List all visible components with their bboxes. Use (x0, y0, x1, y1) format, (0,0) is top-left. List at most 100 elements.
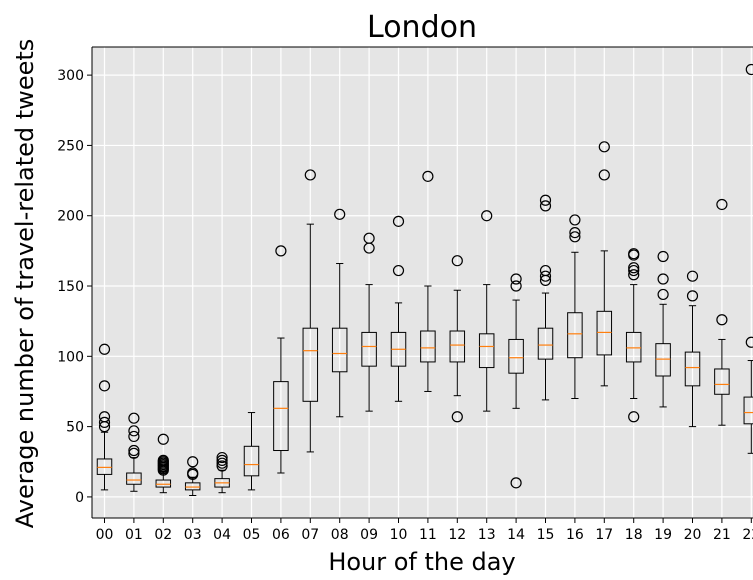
y-tick-label: 100 (57, 349, 84, 365)
box-iqr (184, 482, 201, 491)
x-tick-label: 04 (213, 527, 231, 543)
box-21 (714, 198, 730, 426)
axes: 0 50 100 150 200 250 300 00 01 02 03 04 05 06 07 08 09 10… (57, 46, 753, 543)
x-tick-label: 21 (713, 527, 731, 543)
flier-point (628, 269, 640, 281)
box-15 (537, 194, 554, 401)
flier-point (510, 280, 522, 292)
flier-point (598, 169, 610, 181)
flier-point (628, 248, 640, 260)
flier-point (363, 232, 375, 244)
box-iqr (449, 330, 466, 363)
flier-point (98, 411, 111, 423)
flier-point (128, 412, 140, 424)
y-tick-label: 300 (57, 68, 84, 84)
box-iqr (714, 368, 730, 395)
y-tick-label: 250 (57, 138, 84, 154)
box-05 (243, 412, 260, 491)
y-tick-label: 0 (75, 490, 84, 506)
flier-point (657, 250, 669, 263)
box-iqr (508, 338, 524, 374)
box-20 (684, 270, 701, 428)
flier-point (128, 447, 140, 459)
flier-point (745, 336, 753, 348)
box-03 (184, 456, 201, 497)
box-iqr (567, 312, 583, 359)
flier-point (451, 255, 463, 267)
flier-point (216, 451, 228, 464)
x-tick-label: 13 (478, 527, 496, 543)
box-09 (361, 232, 377, 412)
flier-point (510, 273, 522, 285)
flier-point (481, 210, 493, 222)
flier-point (539, 270, 552, 282)
box-iqr (655, 343, 671, 377)
x-axis-label: Hour of the day (328, 548, 515, 576)
y-tick-label: 50 (66, 420, 84, 436)
flier-point (128, 425, 140, 437)
y-axis-label: Average number of travel-related tweets (11, 39, 39, 529)
y-tick-label: 200 (57, 209, 84, 225)
box-iqr (361, 331, 377, 367)
box-iqr (625, 331, 642, 363)
box-iqr (155, 479, 172, 488)
flier-point (98, 416, 111, 428)
chart-title: London (367, 10, 477, 45)
flier-point (569, 214, 581, 226)
flier-point (539, 200, 552, 212)
box-02 (155, 433, 172, 494)
box-06 (273, 245, 289, 474)
x-tick-label: 22 (742, 527, 753, 543)
box-13 (478, 210, 495, 412)
flier-point (128, 430, 140, 443)
box-iqr (302, 327, 319, 402)
box-iqr (743, 396, 753, 425)
flier-point (304, 169, 316, 181)
box-01 (126, 412, 142, 492)
x-tick-label: 01 (125, 527, 143, 543)
x-tick-label: 06 (272, 527, 290, 543)
box-iqr (243, 445, 260, 477)
flier-point (392, 215, 405, 227)
box-14 (508, 273, 524, 489)
x-tick-label: 03 (184, 527, 202, 543)
box-iqr (478, 333, 495, 369)
boxes-layer (96, 63, 753, 497)
x-tick-label: 16 (566, 527, 584, 543)
box-10 (390, 215, 407, 402)
x-tick-label: 07 (301, 527, 319, 543)
box-iqr (273, 381, 289, 452)
box-17 (596, 141, 613, 387)
x-tick-label: 05 (243, 527, 261, 543)
flier-point (598, 141, 610, 153)
flier-point (716, 198, 728, 211)
box-iqr (126, 472, 142, 485)
flier-point (216, 457, 228, 469)
box-iqr (684, 351, 701, 387)
flier-point (628, 411, 640, 423)
box-11 (420, 170, 436, 392)
x-tick-label: 15 (537, 527, 555, 543)
box-12 (449, 255, 466, 423)
flier-point (451, 411, 463, 423)
flier-point (422, 170, 434, 182)
flier-point (98, 343, 111, 355)
x-tick-label: 10 (390, 527, 408, 543)
flier-point (98, 380, 111, 392)
flier-point (686, 290, 699, 302)
x-tick-label: 02 (154, 527, 172, 543)
flier-point (569, 231, 581, 243)
x-tick-label: 12 (448, 527, 466, 543)
box-22 (743, 63, 753, 454)
x-tick-label: 08 (331, 527, 349, 543)
flier-point (392, 264, 405, 277)
flier-point (716, 314, 728, 326)
x-tick-label: 09 (360, 527, 378, 543)
flier-point (657, 273, 669, 285)
box-08 (331, 208, 348, 418)
flier-point (745, 63, 753, 76)
flier-point (510, 477, 522, 489)
box-18 (625, 248, 642, 423)
x-tick-label: 00 (96, 527, 114, 543)
box-00 (96, 343, 113, 491)
